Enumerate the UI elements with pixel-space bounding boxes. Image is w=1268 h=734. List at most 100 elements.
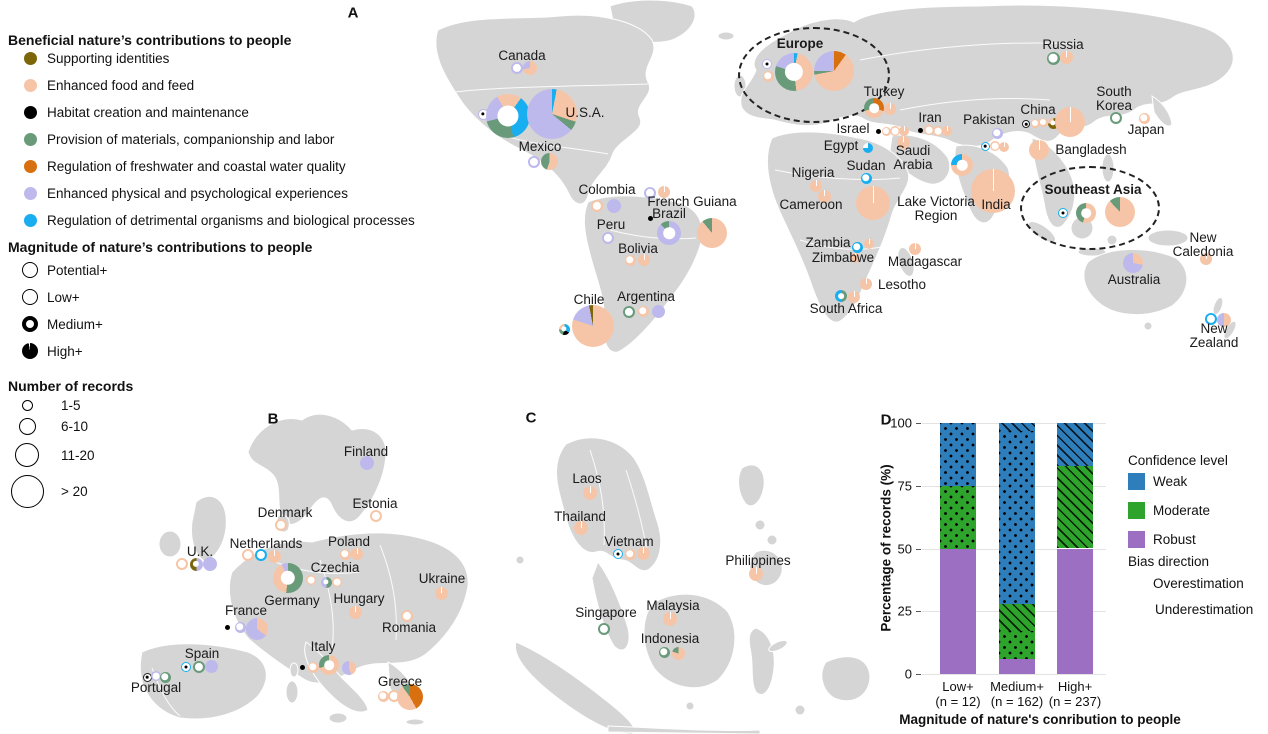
country-label-peru: Peru xyxy=(596,216,626,232)
legend-item-records: > 20 xyxy=(10,474,88,508)
pie-marker xyxy=(658,646,670,658)
country-label-u-s-a-: U.S.A. xyxy=(565,104,605,120)
high-symbol xyxy=(22,343,38,359)
pie-radius-line xyxy=(664,186,665,192)
category-label: Regulation of freshwater and coastal wat… xyxy=(47,159,346,174)
pie-marker xyxy=(234,621,246,633)
ring-hole xyxy=(371,511,381,521)
country-label-estonia: Estonia xyxy=(352,495,398,511)
ring-hole xyxy=(603,233,613,243)
ring-hole xyxy=(243,550,253,560)
country-label-denmark: Denmark xyxy=(257,504,313,520)
pie-marker xyxy=(991,127,1003,139)
pie-radius-line xyxy=(274,549,275,556)
pie-marker xyxy=(762,70,774,82)
confidence-swatch-robust xyxy=(1128,531,1145,548)
ring-hole xyxy=(256,550,266,560)
pie-marker xyxy=(1058,208,1068,218)
records-size-circle xyxy=(18,417,36,435)
pie-marker xyxy=(980,141,990,151)
pie-radius-line xyxy=(357,548,358,554)
pie-radius-line xyxy=(441,586,442,593)
pie-marker xyxy=(658,186,670,198)
country-label-finland: Finland xyxy=(343,443,389,459)
pie-marker xyxy=(1217,313,1231,327)
country-label-greece: Greece xyxy=(377,673,423,689)
ring-hole xyxy=(276,520,286,530)
country-label-thailand: Thailand xyxy=(554,508,606,524)
y-tick-mark xyxy=(916,611,921,613)
country-label-hungary: Hungary xyxy=(333,590,385,606)
x-axis-title: Magnitude of nature's conribution to peo… xyxy=(899,712,1181,727)
y-tick-mark xyxy=(916,423,921,424)
pie-radius-line xyxy=(903,135,904,142)
donut-hole xyxy=(1050,120,1056,126)
pie-marker xyxy=(851,241,863,253)
legend-title-records: Number of records xyxy=(8,378,134,394)
category-label: Supporting identities xyxy=(47,51,170,66)
pie-marker xyxy=(255,549,267,561)
pie-marker xyxy=(636,546,650,560)
records-size-circle xyxy=(15,443,39,467)
pie-marker xyxy=(193,661,205,673)
pie-marker xyxy=(924,125,934,135)
ring-hole xyxy=(512,63,522,73)
country-label-spain: Spain xyxy=(184,645,220,661)
ring-hole xyxy=(626,256,634,264)
bar-segment-low-moderate xyxy=(940,485,976,549)
pie-radius-line xyxy=(1004,142,1005,147)
legend-item-category: Regulation of freshwater and coastal wat… xyxy=(24,159,346,174)
pie-marker xyxy=(224,624,230,630)
pie-marker xyxy=(663,612,677,626)
pie-marker xyxy=(671,646,685,660)
legend-item-category: Enhanced food and feed xyxy=(24,78,194,93)
pie-marker xyxy=(775,53,813,91)
bias-label: Overestimation xyxy=(1153,576,1244,591)
confidence-legend-title: Confidence level xyxy=(1128,453,1228,468)
ring-hole xyxy=(592,201,602,211)
pie-marker xyxy=(348,605,362,619)
pie-marker xyxy=(397,684,423,710)
pie-marker xyxy=(527,89,577,139)
ring-hole xyxy=(624,307,634,317)
legend-item-records: 11-20 xyxy=(15,443,95,467)
potential-dot xyxy=(616,552,620,556)
ring-hole xyxy=(194,662,204,672)
legend-item-category: Enhanced physical and psychological expe… xyxy=(24,186,348,201)
pie-marker xyxy=(899,126,909,136)
category-color-swatch xyxy=(24,79,37,92)
legend-item-magnitude: Potential+ xyxy=(22,262,107,278)
country-label-lake-victoria-region: Lake Victoria Region xyxy=(897,193,975,223)
pie-marker xyxy=(909,243,921,255)
confidence-label: Moderate xyxy=(1153,503,1211,518)
pie-marker xyxy=(638,254,650,266)
x-category-label: Low+ (n = 12) xyxy=(935,679,981,709)
legend-item-category: Regulation of detrimental organisms and … xyxy=(24,213,415,228)
pie-marker xyxy=(644,187,656,199)
ring-hole xyxy=(599,624,609,634)
y-tick-label: 100 xyxy=(890,415,912,431)
pie-marker xyxy=(339,548,351,560)
y-tick-label: 0 xyxy=(904,666,912,682)
records-size-circle xyxy=(10,474,44,508)
bias-swatch-overestimation xyxy=(1128,575,1145,592)
country-label-france: France xyxy=(224,602,268,618)
pie-marker xyxy=(1022,120,1030,128)
legend-item-category: Supporting identities xyxy=(24,51,169,66)
pie-radius-line xyxy=(644,254,645,260)
country-label-bangladesh: Bangladesh xyxy=(1055,141,1127,157)
pie-marker xyxy=(657,221,681,245)
pie-marker xyxy=(850,253,860,263)
ring-hole xyxy=(402,611,412,621)
legend-item-records: 6-10 xyxy=(18,417,88,435)
category-color-swatch xyxy=(24,187,37,200)
confidence-swatch-moderate xyxy=(1128,502,1145,519)
y-tick-mark xyxy=(916,548,921,550)
country-label-zambia: Zambia xyxy=(805,234,851,250)
pie-marker xyxy=(583,486,597,500)
pie-marker xyxy=(434,586,448,600)
pie-radius-line xyxy=(756,567,757,574)
bar-segment-medium-moderate xyxy=(999,603,1035,632)
pie-marker xyxy=(860,172,872,184)
